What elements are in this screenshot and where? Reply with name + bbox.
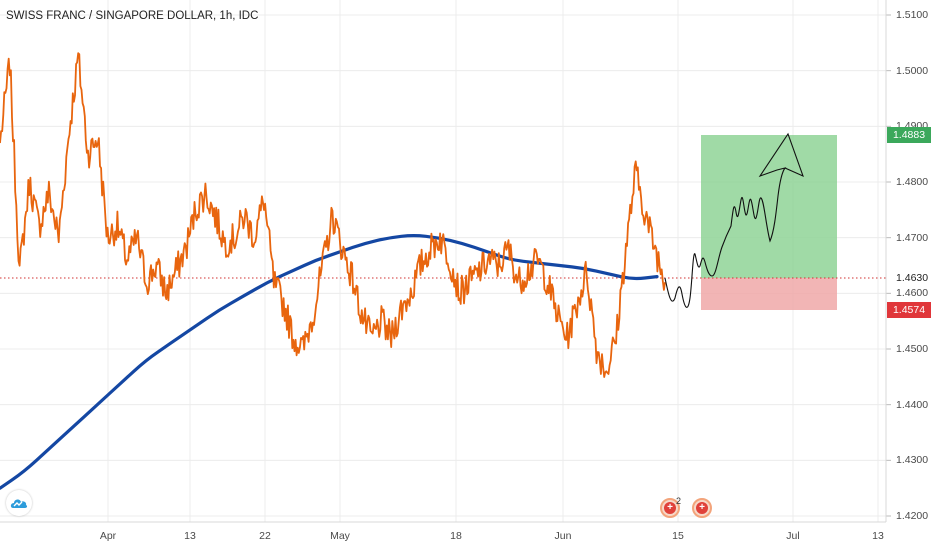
- series-line-moving-average: [0, 234, 659, 490]
- x-tick-label: 18: [450, 530, 462, 542]
- current-price-label: 1.4630: [896, 272, 929, 284]
- cloud-icon: [10, 499, 28, 508]
- x-tick-label: 13: [872, 530, 884, 542]
- y-tick-label: 1.4600: [896, 287, 929, 300]
- y-tick-label: 1.4300: [896, 454, 929, 467]
- stop-zone: [701, 278, 837, 310]
- y-tick-label: 1.4200: [896, 510, 929, 522]
- chart-title: SWISS FRANC / SINGAPORE DOLLAR, 1h, IDC: [6, 10, 259, 22]
- projection-sketch: [664, 132, 804, 308]
- x-tick-label: Jul: [786, 530, 800, 542]
- y-tick-label: 1.5000: [896, 64, 929, 77]
- y-tick-label: 1.4400: [896, 398, 929, 411]
- series-line-price: [0, 52, 666, 378]
- event-count: 2: [676, 496, 682, 506]
- x-tick-label: 13: [184, 530, 196, 542]
- x-tick-label: May: [330, 530, 350, 542]
- x-tick-label: Apr: [99, 530, 117, 542]
- event-marker-icon[interactable]: +: [660, 498, 680, 518]
- y-tick-label: 1.4700: [896, 231, 929, 244]
- stop-price-badge: 1.4574: [887, 302, 931, 318]
- x-tick-label: 15: [672, 530, 684, 542]
- y-tick-label: 1.4500: [896, 343, 929, 355]
- y-tick-label: 1.4800: [896, 176, 929, 188]
- x-tick-label: Jun: [554, 530, 572, 542]
- target-price-badge: 1.4883: [887, 127, 931, 143]
- y-tick-label: 1.5100: [896, 9, 929, 21]
- event-marker-icon[interactable]: +: [692, 498, 712, 518]
- plus-icon: +: [664, 502, 676, 514]
- x-tick-label: 22: [259, 530, 271, 542]
- tradingview-logo[interactable]: [6, 490, 32, 516]
- plus-icon: +: [696, 502, 708, 514]
- target-zone: [701, 135, 837, 278]
- y-axis-ticks: [886, 14, 891, 517]
